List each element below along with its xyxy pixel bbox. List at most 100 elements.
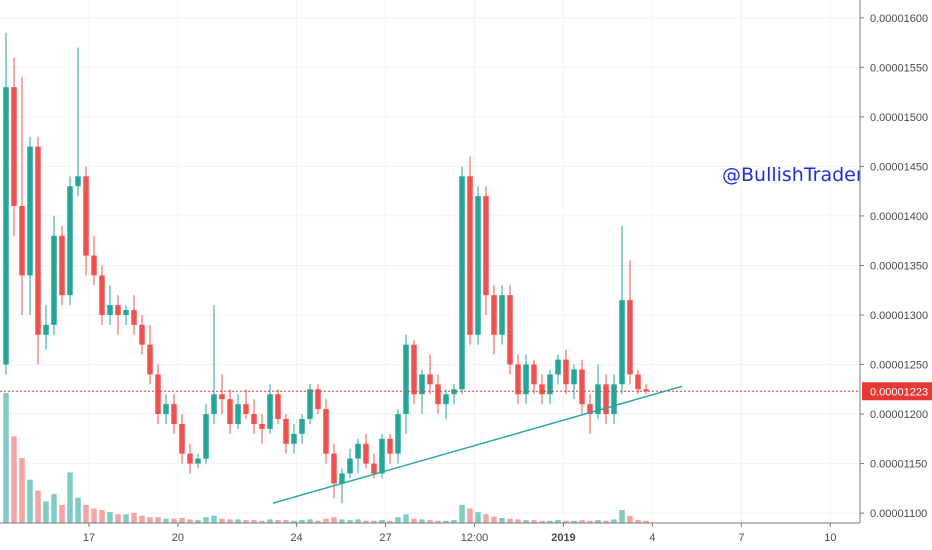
candle[interactable] xyxy=(27,136,33,315)
candle[interactable] xyxy=(291,423,297,454)
candle[interactable] xyxy=(547,369,553,405)
candle[interactable] xyxy=(315,384,321,415)
candle[interactable] xyxy=(611,374,617,424)
candle[interactable] xyxy=(227,389,233,434)
candle[interactable] xyxy=(211,305,217,424)
candle[interactable] xyxy=(531,359,537,395)
candle[interactable] xyxy=(275,389,281,424)
candle-body xyxy=(459,176,465,390)
candle[interactable] xyxy=(75,47,81,197)
price-tick-label: 0.00001350 xyxy=(870,260,928,272)
volume-bar xyxy=(515,519,521,523)
candle[interactable] xyxy=(619,225,625,395)
candle[interactable] xyxy=(339,468,345,504)
candle[interactable] xyxy=(67,176,73,306)
candle-body xyxy=(579,369,585,405)
candle[interactable] xyxy=(59,225,65,306)
candle-body xyxy=(131,310,137,325)
candle[interactable] xyxy=(331,443,337,499)
candle[interactable] xyxy=(163,394,169,424)
candle[interactable] xyxy=(139,314,145,355)
time-axis[interactable]: 17 20 24 27 12:00 2019 4 7 10 xyxy=(83,523,837,544)
candles[interactable] xyxy=(3,32,649,504)
candle[interactable] xyxy=(195,453,201,469)
candle[interactable] xyxy=(347,448,353,479)
candle[interactable] xyxy=(411,339,417,405)
volume-bar xyxy=(531,520,537,523)
candle[interactable] xyxy=(123,305,129,325)
candle[interactable] xyxy=(83,166,89,276)
price-axis[interactable]: 0.00001600 0.00001550 0.00001500 0.00001450… xyxy=(860,13,928,520)
candle[interactable] xyxy=(507,285,513,375)
volume-bar xyxy=(451,520,457,523)
candle[interactable] xyxy=(523,354,529,405)
candle[interactable] xyxy=(395,409,401,464)
candle[interactable] xyxy=(467,156,473,345)
trendline[interactable] xyxy=(272,385,683,504)
candle[interactable] xyxy=(387,433,393,464)
candle[interactable] xyxy=(219,374,225,415)
candle[interactable] xyxy=(259,414,265,444)
candle[interactable] xyxy=(355,438,361,474)
candle[interactable] xyxy=(427,354,433,395)
candle[interactable] xyxy=(403,334,409,434)
candle[interactable] xyxy=(587,394,593,434)
candle[interactable] xyxy=(555,354,561,385)
candle[interactable] xyxy=(451,384,457,405)
candle[interactable] xyxy=(3,32,9,375)
candle[interactable] xyxy=(563,349,569,395)
candle[interactable] xyxy=(11,57,17,236)
candle[interactable] xyxy=(51,215,57,335)
candle[interactable] xyxy=(147,324,153,385)
candle[interactable] xyxy=(643,384,649,395)
candle[interactable] xyxy=(603,374,609,424)
candle[interactable] xyxy=(131,295,137,335)
candle[interactable] xyxy=(459,166,465,395)
candle-body xyxy=(443,394,449,405)
candle[interactable] xyxy=(251,399,257,434)
candle[interactable] xyxy=(299,414,305,444)
price-axis-panel[interactable] xyxy=(860,0,932,550)
candle[interactable] xyxy=(491,285,497,355)
candle-body xyxy=(227,399,233,424)
candle[interactable] xyxy=(483,186,489,315)
candle[interactable] xyxy=(579,359,585,415)
volume-bar xyxy=(619,510,625,523)
candle[interactable] xyxy=(571,364,577,400)
candle[interactable] xyxy=(243,389,249,419)
candle[interactable] xyxy=(19,77,25,315)
candle[interactable] xyxy=(107,285,113,325)
candle[interactable] xyxy=(99,265,105,325)
candle-body xyxy=(499,295,505,335)
candle[interactable] xyxy=(91,235,97,286)
candle-body xyxy=(627,300,633,375)
candle[interactable] xyxy=(443,389,449,419)
candle[interactable] xyxy=(43,305,49,350)
candle[interactable] xyxy=(203,404,209,464)
candle[interactable] xyxy=(235,394,241,429)
volume-bar xyxy=(83,504,89,523)
candle[interactable] xyxy=(283,414,289,454)
candle[interactable] xyxy=(435,374,441,415)
price-tick-label: 0.00001600 xyxy=(870,13,928,25)
candle[interactable] xyxy=(35,136,41,365)
candle[interactable] xyxy=(187,443,193,474)
candle[interactable] xyxy=(323,399,329,464)
candle[interactable] xyxy=(499,285,505,345)
candle[interactable] xyxy=(267,384,273,434)
candle[interactable] xyxy=(635,369,641,395)
volume-bar xyxy=(123,514,129,523)
candle[interactable] xyxy=(307,384,313,424)
candle[interactable] xyxy=(155,364,161,424)
candle[interactable] xyxy=(539,374,545,405)
candle[interactable] xyxy=(475,186,481,345)
candle[interactable] xyxy=(379,433,385,479)
candle[interactable] xyxy=(179,414,185,464)
candle[interactable] xyxy=(115,295,121,335)
candle[interactable] xyxy=(363,433,369,469)
candle[interactable] xyxy=(515,354,521,405)
candle-body xyxy=(587,404,593,415)
candle[interactable] xyxy=(627,260,633,385)
candle[interactable] xyxy=(171,394,177,434)
